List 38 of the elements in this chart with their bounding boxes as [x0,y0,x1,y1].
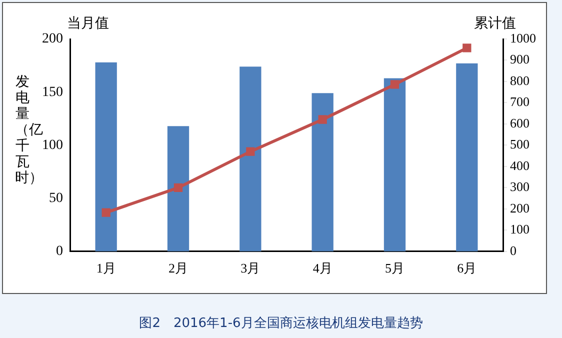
y-tick-label: 100 [42,138,63,153]
x-tick-label: 6月 [457,260,477,276]
y2-tick-label: 900 [510,52,530,67]
bar [456,63,478,252]
y2-tick-label: 600 [510,115,530,130]
y2-tick-label: 1000 [510,30,536,46]
text: 当月值 [67,16,109,32]
y2-tick-label: 400 [510,158,530,173]
y2-tick-label: 200 [510,200,530,216]
y-tick-label: 200 [42,32,63,47]
bar [95,62,117,252]
x-tick-label: 2月 [168,260,188,276]
point [462,44,472,52]
y2-tick-label: 300 [510,179,530,194]
x-tick-label: 4月 [312,260,332,276]
y2-tick-label: 500 [510,136,530,152]
point [102,208,110,217]
point [246,147,255,156]
x-tick-label: 1月 [96,260,116,276]
caption: 图2 2016年1-6月全国商运核电机组发电量趋势 [138,315,424,332]
y-tick-label: 0 [56,244,63,260]
y-tick-label: 50 [49,190,63,206]
y2-tick-label: 700 [510,94,530,110]
bar [384,78,406,252]
y2-tick-label: 800 [510,72,530,88]
x-tick-label: 3月 [240,260,260,276]
x-tick-label: 5月 [385,260,404,276]
y-tick-label: 150 [42,84,63,100]
series-label: 累计值 [474,16,516,32]
point [390,80,400,89]
bar [312,93,334,252]
point [174,183,183,192]
bar [167,126,190,252]
bar [240,66,262,252]
y-axis-title: 发电量（亿千瓦时） [15,75,43,187]
point [318,115,327,124]
y2-tick-label: 100 [510,222,530,237]
y2-tick-label: 0 [510,242,516,258]
